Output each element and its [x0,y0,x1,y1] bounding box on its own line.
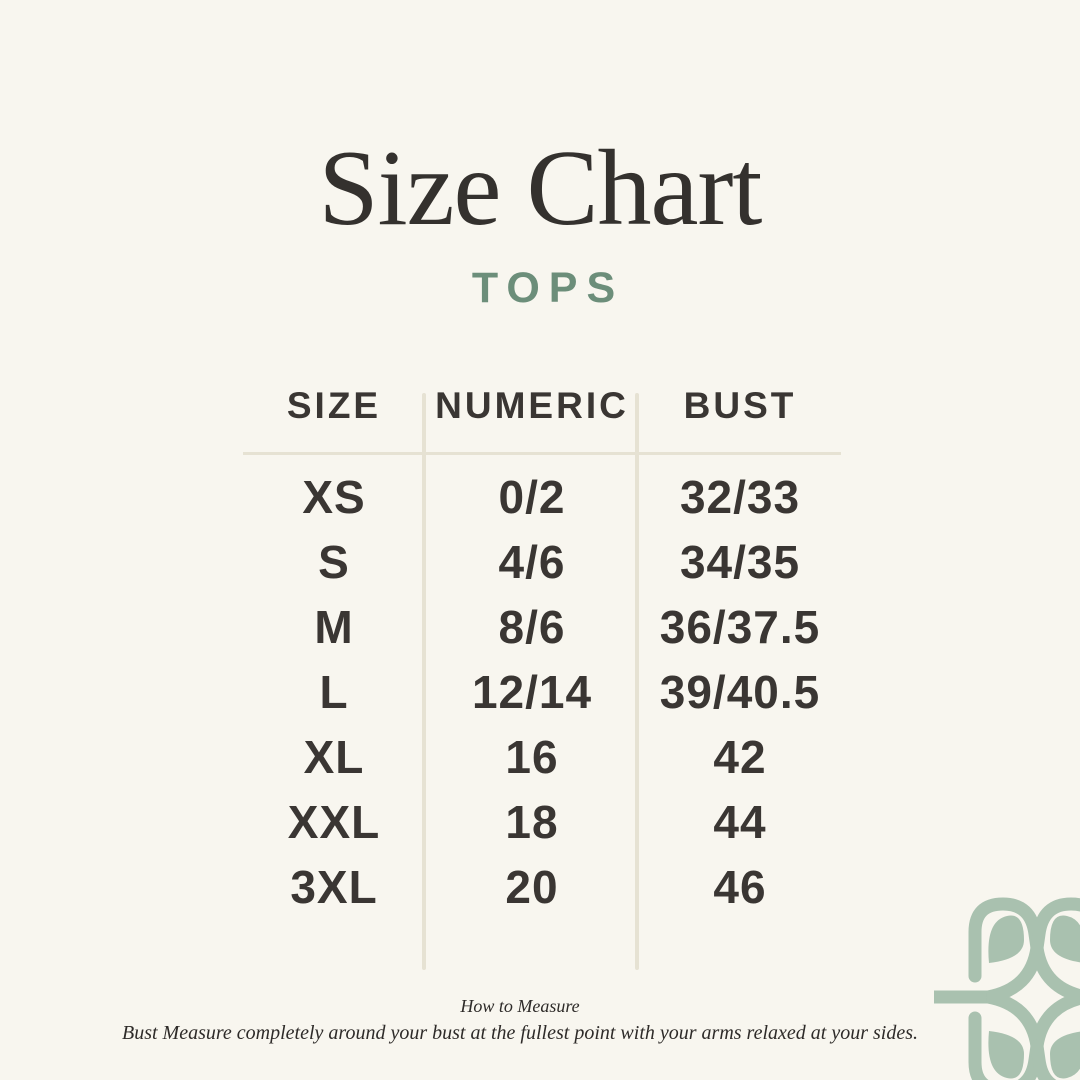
cell-size: S [318,536,350,588]
cell-size: XL [303,731,365,783]
cell-numeric: 16 [505,731,559,783]
cell-bust: 32/33 [679,471,801,523]
cell-bust: 34/35 [679,536,801,588]
column-header-size: SIZE [286,385,382,426]
column-divider-left [422,393,426,970]
cell-bust: 36/37.5 [659,601,821,653]
table-row: XL 16 42 [243,725,841,790]
table-row: S 4/6 34/35 [243,530,841,595]
cell-numeric: 4/6 [498,536,566,588]
table-row: XS 0/2 32/33 [243,465,841,530]
table-header-row: SIZE NUMERIC BUST [243,383,841,429]
cell-numeric: 12/14 [471,666,593,718]
table-header-rule [243,452,841,455]
cell-bust: 39/40.5 [659,666,821,718]
column-divider-right [635,393,639,970]
cell-numeric: 20 [505,861,559,913]
measure-note-body: Bust Measure completely around your bust… [121,1022,918,1044]
cell-size: L [319,666,349,718]
column-header-numeric: NUMERIC [435,385,629,426]
cell-numeric: 8/6 [498,601,566,653]
cell-numeric: 18 [505,796,559,848]
cell-bust: 44 [713,796,767,848]
brand-logo [934,896,1080,1080]
measure-note: How to Measure Bust Measure completely a… [0,993,1040,1047]
cell-size: XS [302,471,366,523]
page-title: Size Chart [318,129,763,248]
cell-bust: 42 [713,731,767,783]
cell-size: 3XL [290,861,378,913]
leaf-lattice-icon [934,897,1080,1080]
table-row: L 12/14 39/40.5 [243,660,841,725]
table-row: XXL 18 44 [243,790,841,855]
column-header-bust: BUST [683,385,797,426]
page-subtitle: TOPS [471,264,625,312]
cell-size: M [314,601,354,653]
cell-numeric: 0/2 [498,471,566,523]
table-row: 3XL 20 46 [243,855,841,920]
cell-bust: 46 [713,861,767,913]
cell-size: XXL [287,796,381,848]
measure-note-heading: How to Measure [460,996,580,1016]
table-body: XS 0/2 32/33 S 4/6 34/35 M 8/6 36/37.5 L… [243,465,841,920]
table-row: M 8/6 36/37.5 [243,595,841,660]
